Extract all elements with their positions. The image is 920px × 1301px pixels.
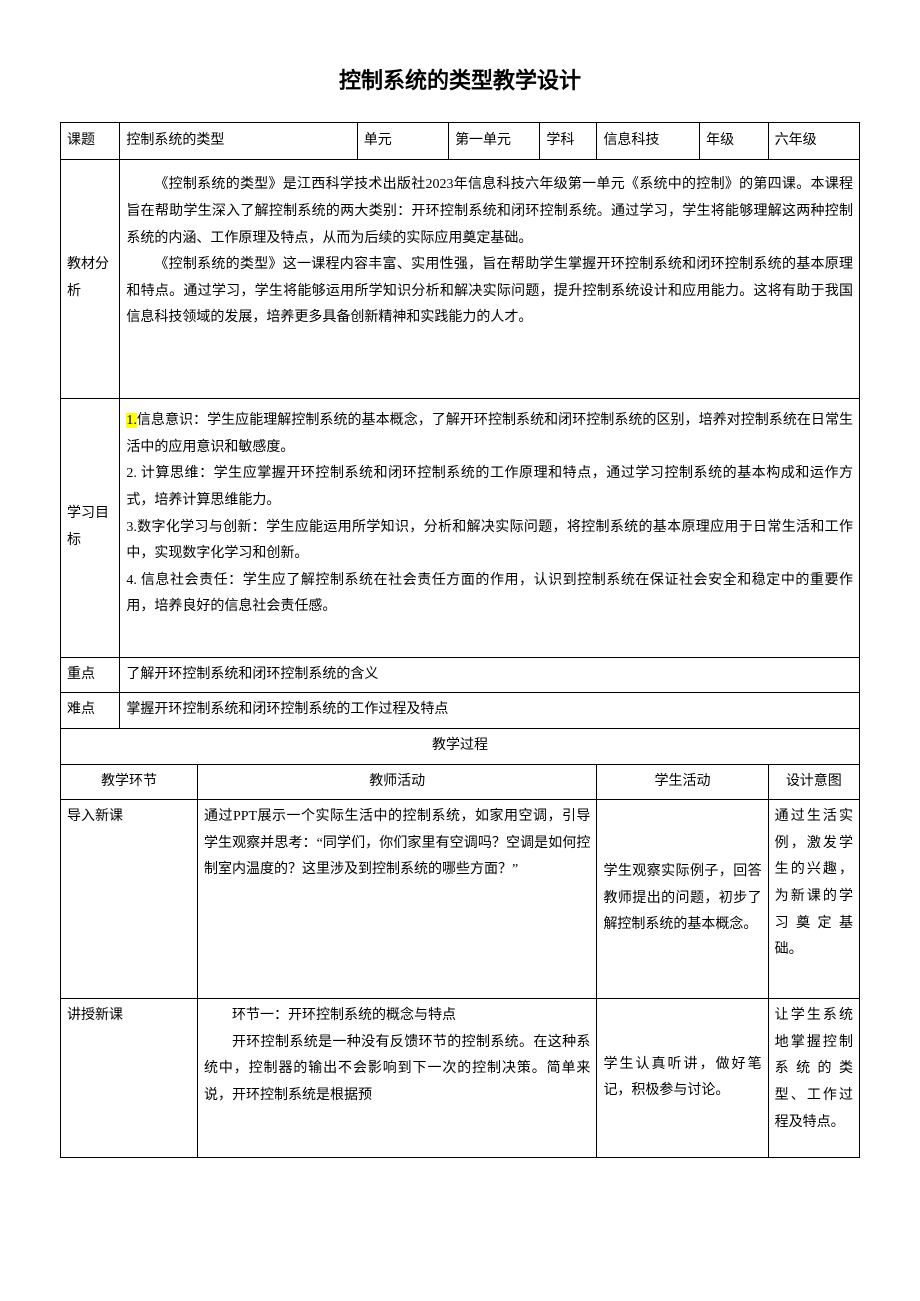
page-title: 控制系统的类型教学设计 [60,60,860,102]
label-subject: 学科 [540,122,597,159]
lecture-student: 学生认真听讲，做好笔记，积极参与讨论。 [597,999,768,1158]
value-grade: 六年级 [768,122,859,159]
keypoint-row: 重点 了解开环控制系统和闭环控制系统的含义 [61,657,860,693]
intro-phase: 导入新课 [61,800,198,999]
process-header-row: 教学环节 教师活动 学生活动 设计意图 [61,764,860,800]
label-analysis: 教材分析 [61,159,120,398]
goal-3: 3.数字化学习与创新：学生应能运用所学知识，分析和解决实际问题，将控制系统的基本… [126,515,853,568]
lecture-teacher: 环节一：开环控制系统的概念与特点 开环控制系统是一种没有反馈环节的控制系统。在这… [197,999,596,1158]
analysis-content: 《控制系统的类型》是江西科学技术出版社2023年信息科技六年级第一单元《系统中的… [120,159,860,398]
lecture-phase: 讲授新课 [61,999,198,1158]
intro-intent: 通过生活实例，激发学生的兴趣，为新课的学习奠定基础。 [768,800,859,999]
process-title-row: 教学过程 [61,728,860,764]
intro-student: 学生观察实际例子，回答教师提出的问题，初步了解控制系统的基本概念。 [597,800,768,999]
header-row: 课题 控制系统的类型 单元 第一单元 学科 信息科技 年级 六年级 [61,122,860,159]
goals-row: 学习目标 1.信息意识：学生应能理解控制系统的基本概念，了解开环控制系统和闭环控… [61,398,860,657]
lecture-row: 讲授新课 环节一：开环控制系统的概念与特点 开环控制系统是一种没有反馈环节的控制… [61,999,860,1158]
analysis-p2: 《控制系统的类型》这一课程内容丰富、实用性强，旨在帮助学生掌握开环控制系统和闭环… [126,252,853,332]
col-phase: 教学环节 [61,764,198,800]
analysis-p1: 《控制系统的类型》是江西科学技术出版社2023年信息科技六年级第一单元《系统中的… [126,172,853,252]
label-keypoint: 重点 [61,657,120,693]
lecture-t1: 环节一：开环控制系统的概念与特点 [204,1003,590,1030]
col-intent: 设计意图 [768,764,859,800]
lecture-intent: 让学生系统地掌握控制系统的类型、工作过程及特点。 [768,999,859,1158]
goal-1: 1.信息意识：学生应能理解控制系统的基本概念，了解开环控制系统和闭环控制系统的区… [126,408,853,461]
label-goals: 学习目标 [61,398,120,657]
label-unit: 单元 [357,122,448,159]
label-topic: 课题 [61,122,120,159]
goals-content: 1.信息意识：学生应能理解控制系统的基本概念，了解开环控制系统和闭环控制系统的区… [120,398,860,657]
goal-4: 4. 信息社会责任：学生应了解控制系统在社会责任方面的作用，认识到控制系统在保证… [126,568,853,621]
col-teacher: 教师活动 [197,764,596,800]
value-unit: 第一单元 [449,122,540,159]
lecture-t2: 开环控制系统是一种没有反馈环节的控制系统。在这种系统中，控制器的输出不会影响到下… [204,1030,590,1110]
analysis-row: 教材分析 《控制系统的类型》是江西科学技术出版社2023年信息科技六年级第一单元… [61,159,860,398]
intro-row: 导入新课 通过PPT展示一个实际生活中的控制系统，如家用空调，引导学生观察并思考… [61,800,860,999]
difficulty-row: 难点 掌握开环控制系统和闭环控制系统的工作过程及特点 [61,693,860,729]
goal-1-text: 信息意识：学生应能理解控制系统的基本概念，了解开环控制系统和闭环控制系统的区别，… [126,413,853,455]
value-topic: 控制系统的类型 [120,122,357,159]
process-title: 教学过程 [61,728,860,764]
col-student: 学生活动 [597,764,768,800]
label-grade: 年级 [700,122,768,159]
difficulty-value: 掌握开环控制系统和闭环控制系统的工作过程及特点 [120,693,860,729]
intro-teacher: 通过PPT展示一个实际生活中的控制系统，如家用空调，引导学生观察并思考：“同学们… [197,800,596,999]
lesson-plan-table: 课题 控制系统的类型 单元 第一单元 学科 信息科技 年级 六年级 教材分析 《… [60,122,860,1158]
value-subject: 信息科技 [597,122,700,159]
goal-1-highlight: 1. [126,413,137,428]
goal-2: 2. 计算思维：学生应掌握开环控制系统和闭环控制系统的工作原理和特点，通过学习控… [126,461,853,514]
label-difficulty: 难点 [61,693,120,729]
keypoint-value: 了解开环控制系统和闭环控制系统的含义 [120,657,860,693]
